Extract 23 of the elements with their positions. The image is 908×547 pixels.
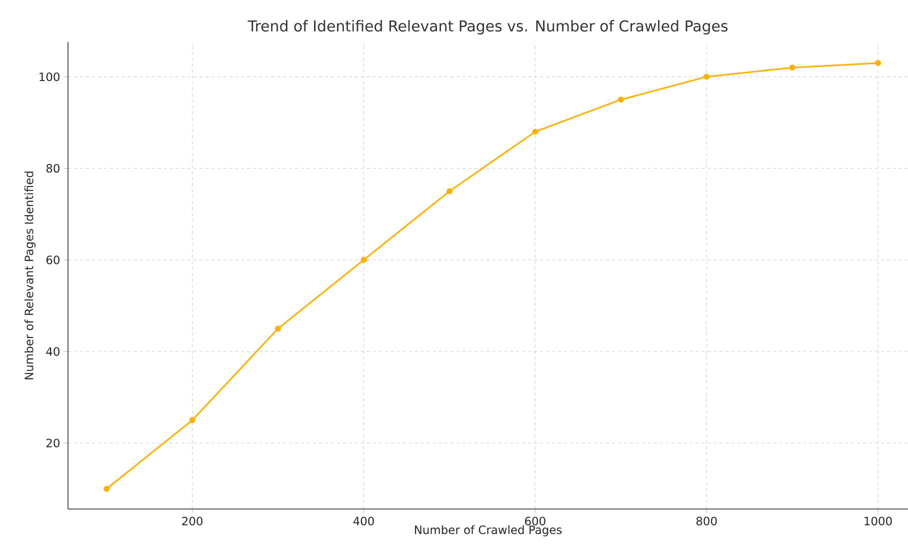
- x-tick-label: 400: [353, 516, 374, 526]
- y-tick-label: 20: [46, 438, 60, 448]
- point: [875, 60, 881, 66]
- point: [189, 417, 196, 424]
- point: [618, 96, 624, 103]
- point: [704, 74, 710, 80]
- x-tick-label: 1000: [864, 516, 892, 526]
- y-tick-label: 100: [40, 72, 60, 82]
- x-tick-label: 600: [525, 516, 546, 526]
- point: [446, 188, 452, 194]
- y-tick-label: 80: [46, 164, 60, 173]
- y-axis-title: Number of Relevant Pages Identified: [24, 172, 36, 380]
- x-tick-label: 800: [696, 516, 717, 526]
- point: [532, 128, 538, 135]
- point: [360, 256, 367, 263]
- point: [789, 64, 796, 71]
- x-tick-label: 200: [182, 516, 202, 526]
- y-tick-label: 40: [46, 347, 60, 356]
- chart-title: Trend of Identified Relevant Pages vs. Number of Crawled Pages: [248, 20, 728, 34]
- point: [275, 326, 281, 332]
- point: [104, 486, 110, 492]
- x-axis-title: Number of Crawled Pages: [414, 525, 562, 536]
- y-tick-label: 60: [46, 256, 60, 264]
